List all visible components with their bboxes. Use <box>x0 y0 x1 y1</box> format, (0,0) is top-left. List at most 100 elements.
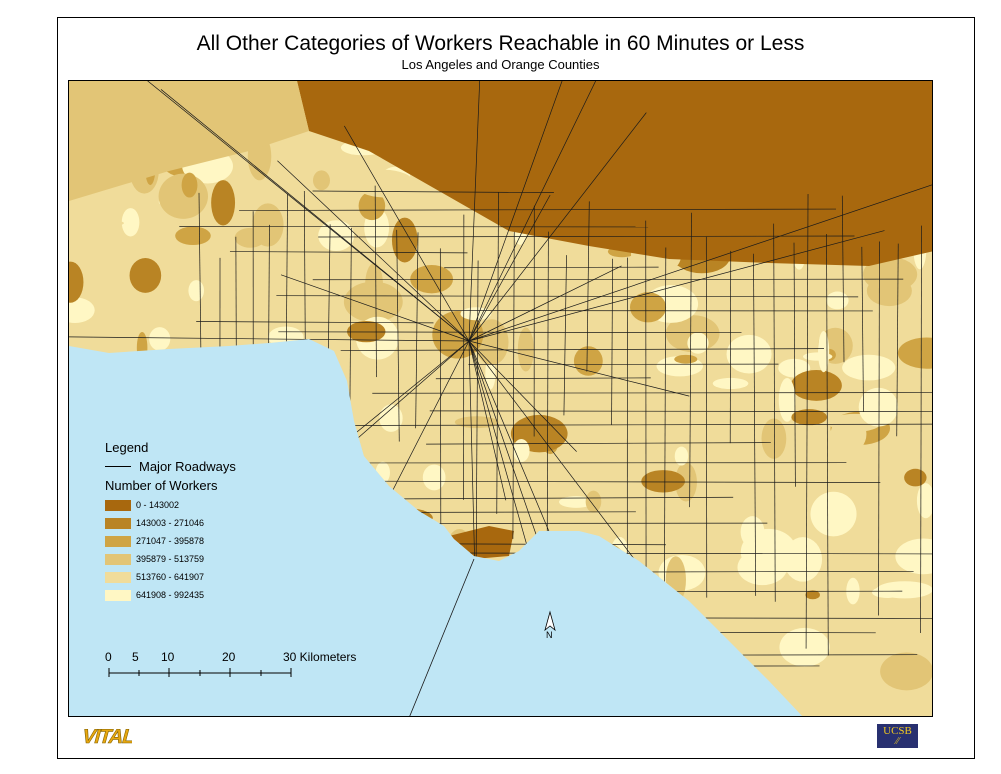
scale-tick-label: 5 <box>132 650 139 664</box>
road <box>239 208 836 211</box>
road <box>312 190 554 193</box>
tract-patch <box>69 219 124 228</box>
tract-patch <box>643 418 665 437</box>
road <box>444 266 659 269</box>
road <box>402 496 734 500</box>
tract-patch <box>410 265 454 294</box>
legend-class-label: 143003 - 271046 <box>136 518 205 528</box>
tract-patch <box>724 449 742 469</box>
tract-patch <box>558 294 601 307</box>
legend-class-label: 0 - 143002 <box>136 500 180 510</box>
road <box>69 335 470 342</box>
road <box>468 194 551 342</box>
scale-tick-label: 10 <box>161 650 175 664</box>
low-access-region <box>297 81 932 266</box>
road <box>415 232 419 429</box>
tract-patch <box>674 446 689 466</box>
map-title: All Other Categories of Workers Reachabl… <box>196 32 805 55</box>
tract-patch <box>861 552 893 582</box>
legend-roadways: Major Roadways <box>105 459 236 474</box>
tract-patch <box>343 281 403 323</box>
tract-patch <box>181 172 198 198</box>
ucsb-logo-text: UCSB <box>883 725 912 737</box>
road <box>468 340 507 501</box>
tract-patch <box>916 483 932 519</box>
tract-patch <box>578 383 595 409</box>
road <box>278 331 742 334</box>
tract-patch <box>121 208 140 237</box>
tract-patch <box>283 231 307 276</box>
tract-patch <box>674 354 698 364</box>
tract-patch <box>802 352 833 361</box>
tract-patch <box>904 468 927 487</box>
road <box>344 125 470 342</box>
scale-bar-line <box>108 668 292 677</box>
tract-patch <box>314 152 331 168</box>
legend-class-label: 271047 - 395878 <box>136 536 205 546</box>
tract-patch <box>778 378 796 422</box>
vital-logo: VITAL <box>79 726 132 746</box>
legend-swatch <box>105 535 131 547</box>
tract-patch <box>391 217 418 263</box>
road <box>277 160 470 342</box>
tract-patch <box>312 170 330 191</box>
legend-swatch <box>105 571 131 583</box>
road <box>276 295 859 298</box>
legend-class: 0 - 143002 <box>105 496 236 514</box>
tract-patch <box>100 229 136 260</box>
legend-class: 143003 - 271046 <box>105 514 236 532</box>
tract-patch <box>693 400 731 434</box>
map-svg <box>69 81 932 716</box>
road <box>396 229 400 442</box>
road <box>340 348 824 351</box>
tract-patch <box>585 490 602 513</box>
road <box>468 230 885 342</box>
tract-patch <box>234 227 266 248</box>
tract-patch <box>641 470 685 493</box>
tract-patch <box>779 627 830 667</box>
road <box>468 340 690 397</box>
tract-patch <box>897 337 932 369</box>
road <box>896 243 899 437</box>
road <box>805 194 809 649</box>
road <box>878 241 880 616</box>
tract-patch <box>69 261 84 303</box>
legend-heading: Legend <box>105 440 149 455</box>
map-canvas <box>68 80 933 717</box>
tract-patch <box>842 354 896 381</box>
tract-patch <box>69 81 309 201</box>
tract-patch <box>805 590 820 600</box>
roadways-label: Major Roadways <box>139 459 236 474</box>
scale-tick-label: 0 <box>105 650 112 664</box>
legend-swatch <box>105 589 131 601</box>
legend-class: 395879 - 513759 <box>105 550 236 568</box>
road <box>439 248 442 570</box>
road <box>563 255 567 416</box>
tract-patch <box>810 491 857 537</box>
tract-patch <box>818 330 830 373</box>
road <box>374 185 377 378</box>
tract-patch <box>211 180 236 226</box>
tract-patch <box>826 291 849 310</box>
legend-class-label: 395879 - 513759 <box>136 554 205 564</box>
north-arrow-icon <box>544 610 556 632</box>
tract-patch <box>880 652 932 691</box>
road <box>372 392 932 394</box>
road <box>280 274 470 342</box>
road <box>468 340 577 452</box>
road <box>196 321 434 324</box>
road <box>793 242 796 487</box>
road <box>160 89 470 342</box>
ucsb-logo: UCSB ⁄⁄ <box>877 724 918 748</box>
road <box>496 192 499 514</box>
legend-class: 513760 - 641907 <box>105 568 236 586</box>
tract-patch <box>790 369 842 401</box>
scale-tick-label: 30 Kilometers <box>283 650 357 664</box>
tract-patch <box>493 461 512 507</box>
tract-patch <box>687 332 709 354</box>
svg-text:VITAL: VITAL <box>80 726 132 746</box>
legend-swatch <box>105 499 131 511</box>
legend: Legend Major Roadways Number of Workers … <box>105 440 236 604</box>
legend-swatch <box>105 517 131 529</box>
tract-patch <box>149 327 171 351</box>
